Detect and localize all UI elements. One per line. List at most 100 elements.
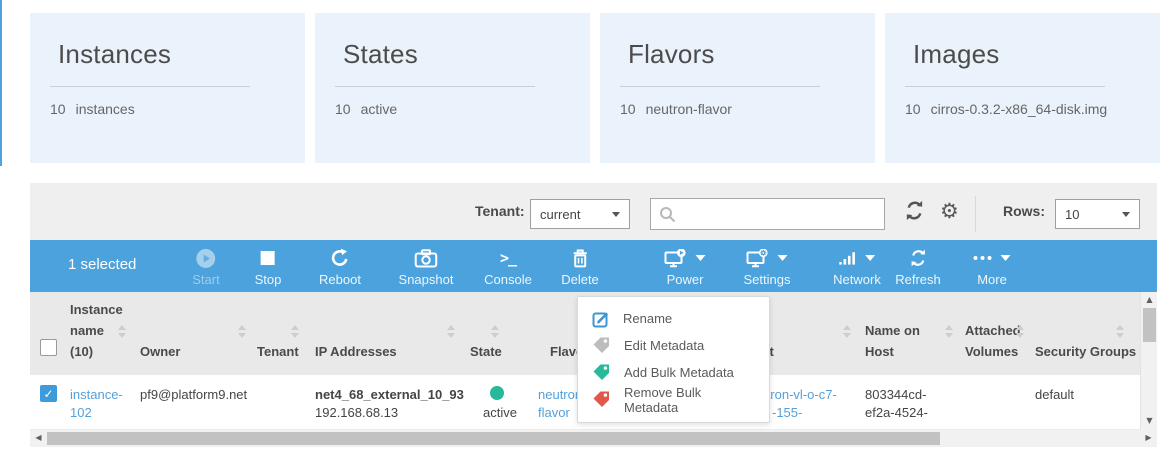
monitor-settings-icon — [746, 248, 768, 267]
more-menu-button[interactable]: More — [973, 247, 1011, 287]
horizontal-scroll-thumb[interactable] — [47, 432, 940, 445]
security-groups-cell: default — [1035, 387, 1075, 402]
menu-item-label: Rename — [623, 311, 673, 326]
button-label: Delete — [561, 272, 599, 287]
state-active-dot — [490, 386, 504, 400]
row-checkbox[interactable]: ✓ — [40, 385, 57, 402]
column-header-owner[interactable]: Owner — [140, 344, 181, 359]
scroll-left-arrow[interactable]: ◀ — [35, 433, 42, 442]
column-header-attached-volumes[interactable]: Attached Volumes — [965, 323, 1021, 359]
sort-icon[interactable] — [1016, 325, 1024, 338]
snapshot-button[interactable]: Snapshot — [399, 247, 453, 287]
console-button[interactable]: >_ Console — [484, 247, 532, 287]
start-button[interactable]: Start — [192, 247, 220, 287]
menu-item-label: Edit Metadata — [624, 338, 705, 353]
card-states: States 10 active — [315, 13, 590, 163]
ip-network-cell: net4_68_external_10_93 — [315, 387, 464, 402]
sort-icon[interactable] — [1116, 325, 1124, 338]
select-all-checkbox[interactable] — [40, 339, 57, 356]
search-input[interactable] — [682, 206, 876, 222]
power-menu-button[interactable]: Power — [664, 247, 706, 287]
sort-icon[interactable] — [843, 325, 851, 338]
button-label: Network — [833, 272, 881, 287]
column-header-instance-name[interactable]: Instance name (10) — [70, 302, 123, 359]
trash-icon — [573, 249, 587, 267]
ip-address-cell: 192.168.68.13 — [315, 405, 399, 420]
play-circle-icon — [196, 248, 216, 268]
tag-green-icon — [593, 364, 609, 380]
card-title: States — [343, 39, 418, 69]
column-header-security-groups[interactable]: Security Groups — [1035, 344, 1137, 359]
menu-item-label: Add Bulk Metadata — [624, 365, 734, 380]
camera-icon — [414, 248, 438, 267]
vertical-scrollbar[interactable]: ▲ ▼ — [1140, 292, 1157, 430]
column-header-ip-addresses[interactable]: IP Addresses — [315, 344, 397, 359]
scroll-down-arrow[interactable]: ▼ — [1146, 416, 1153, 425]
owner-cell: pf9@platform9.net — [140, 387, 248, 402]
flavor-link[interactable]: neutron- flavor — [538, 387, 587, 420]
card-divider — [335, 86, 535, 87]
column-header-tenant[interactable]: Tenant — [257, 344, 299, 359]
reboot-icon — [331, 248, 348, 266]
chevron-down-icon — [777, 255, 788, 261]
card-label: instances — [75, 101, 135, 117]
vertical-scroll-thumb[interactable] — [1143, 308, 1156, 342]
sort-icon[interactable] — [491, 325, 499, 338]
network-menu-button[interactable]: Network — [833, 247, 881, 287]
rows-label: Rows: — [1003, 203, 1045, 219]
button-label: Power — [666, 272, 704, 287]
column-header-name-on-host[interactable]: Name on Host — [865, 323, 920, 359]
tag-gray-icon — [593, 337, 609, 353]
card-stat: 10 active — [335, 101, 590, 117]
button-label: Start — [192, 272, 220, 287]
sort-icon[interactable] — [945, 325, 953, 338]
button-label: Stop — [254, 272, 282, 287]
bulk-actions-menu: Rename Edit Metadata Add Bulk Metadata R… — [577, 296, 770, 423]
card-label: neutron-flavor — [645, 101, 732, 117]
scroll-up-arrow[interactable]: ▲ — [1146, 295, 1153, 304]
rows-per-page-select[interactable]: 10 — [1055, 199, 1140, 229]
button-label: Refresh — [895, 272, 941, 287]
menu-item-edit-metadata[interactable]: Edit Metadata — [578, 332, 769, 359]
sort-icon[interactable] — [238, 325, 246, 338]
chevron-down-icon — [1122, 211, 1130, 217]
rename-pencil-icon — [592, 311, 609, 327]
menu-item-add-bulk-metadata[interactable]: Add Bulk Metadata — [578, 359, 769, 386]
sort-icon[interactable] — [291, 325, 299, 338]
stop-icon — [261, 251, 275, 265]
button-label: Reboot — [319, 272, 361, 287]
instance-name-link[interactable]: instance- 102 — [70, 387, 123, 420]
refresh-icon[interactable] — [903, 199, 926, 222]
menu-item-label: Remove Bulk Metadata — [624, 384, 702, 415]
scroll-right-arrow[interactable]: ▶ — [1145, 433, 1152, 442]
button-label: Settings — [743, 272, 791, 287]
button-label: More — [977, 272, 1007, 287]
settings-menu-button[interactable]: Settings — [743, 247, 791, 287]
card-count: 10 — [905, 101, 921, 117]
tenant-label: Tenant: — [475, 203, 525, 219]
horizontal-scrollbar[interactable]: ◀ ▶ — [30, 430, 1157, 447]
chevron-down-icon — [1000, 255, 1011, 261]
card-label: cirros-0.3.2-x86_64-disk.img — [930, 101, 1108, 117]
toolbar-divider — [975, 196, 976, 232]
stop-button[interactable]: Stop — [254, 247, 282, 287]
gear-icon[interactable]: ⚙ — [940, 199, 959, 223]
delete-button[interactable]: Delete — [561, 247, 599, 287]
column-header-state[interactable]: State — [470, 344, 502, 359]
monitor-power-icon — [664, 248, 686, 267]
sort-icon[interactable] — [447, 325, 455, 338]
refresh-button[interactable]: Refresh — [895, 247, 941, 287]
chevron-down-icon — [612, 211, 620, 217]
reboot-button[interactable]: Reboot — [319, 247, 361, 287]
menu-item-rename[interactable]: Rename — [578, 305, 769, 332]
sort-icon[interactable] — [118, 325, 126, 338]
card-stat: 10 cirros-0.3.2-x86_64-disk.img — [905, 101, 1160, 117]
card-stat: 10 neutron-flavor — [620, 101, 875, 117]
tenant-select[interactable]: current — [530, 199, 630, 229]
card-divider — [620, 86, 820, 87]
name-on-host-cell: 803344cd- ef2a-4524- — [865, 387, 928, 420]
card-count: 10 — [620, 101, 636, 117]
filter-toolbar: Tenant: current ⚙ Rows: 10 — [30, 183, 1157, 240]
card-images: Images 10 cirros-0.3.2-x86_64-disk.img — [885, 13, 1160, 163]
menu-item-remove-bulk-metadata[interactable]: Remove Bulk Metadata — [578, 384, 769, 415]
